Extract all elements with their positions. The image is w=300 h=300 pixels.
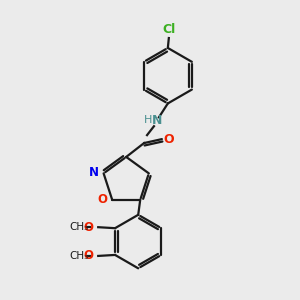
Text: N: N	[152, 114, 162, 127]
Text: O: O	[83, 249, 93, 262]
Text: CH₃: CH₃	[70, 251, 89, 261]
Text: O: O	[164, 133, 174, 146]
Text: N: N	[89, 166, 99, 179]
Text: CH₃: CH₃	[70, 222, 89, 232]
Text: Cl: Cl	[162, 22, 176, 36]
Text: O: O	[97, 194, 107, 206]
Text: H: H	[144, 115, 152, 125]
Text: O: O	[83, 221, 93, 234]
